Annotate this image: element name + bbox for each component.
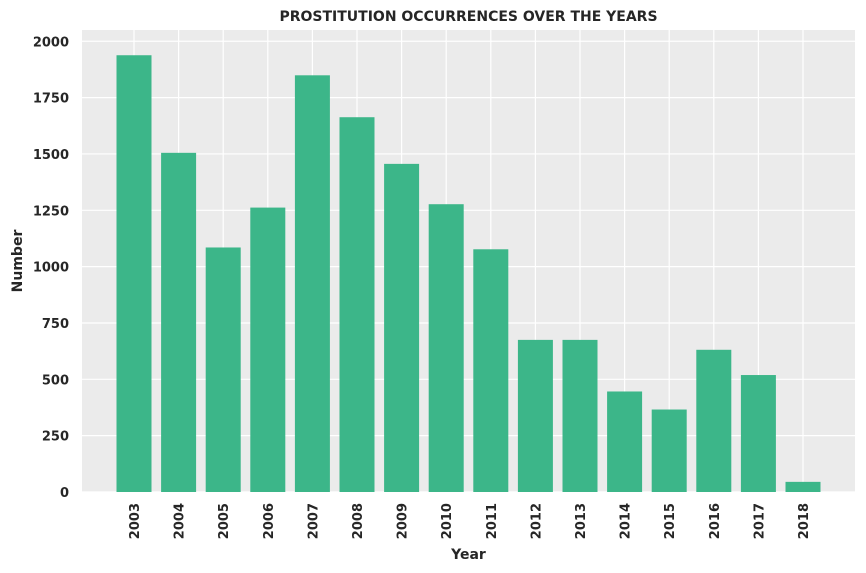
bar-2015 xyxy=(651,409,687,492)
y-tick-label: 250 xyxy=(42,430,69,445)
x-tick-label: 2017 xyxy=(752,503,767,539)
bar-2018 xyxy=(785,481,821,492)
x-tick-label: 2003 xyxy=(128,503,143,539)
y-tick-label: 1000 xyxy=(33,261,69,276)
bar-2011 xyxy=(473,249,509,492)
y-tick-label: 1750 xyxy=(33,92,69,107)
x-tick-label: 2009 xyxy=(396,503,411,539)
x-tick-labels: 2003 2004 2005 2006 2007 2008 2009 2010 2011 2012… xyxy=(128,503,812,539)
x-tick-label: 2014 xyxy=(619,503,634,539)
y-tick-label: 750 xyxy=(42,317,69,332)
x-tick-label: 2012 xyxy=(529,503,544,539)
bar-2005 xyxy=(205,247,241,492)
y-tick-label: 1500 xyxy=(33,148,69,163)
x-tick-label: 2004 xyxy=(173,503,188,539)
bar-2013 xyxy=(562,339,598,492)
x-tick-label: 2013 xyxy=(574,503,589,539)
bar-2009 xyxy=(384,163,420,492)
plot-area xyxy=(82,30,855,492)
bar-2006 xyxy=(250,207,286,492)
bar-2016 xyxy=(696,349,732,492)
x-tick-label: 2018 xyxy=(797,503,812,539)
x-tick-label: 2011 xyxy=(485,503,500,539)
y-tick-label: 500 xyxy=(42,373,69,388)
x-tick-label: 2008 xyxy=(351,503,366,539)
x-tick-label: 2015 xyxy=(663,503,678,539)
x-axis-label: Year xyxy=(450,547,486,563)
x-tick-label: 2010 xyxy=(440,503,455,539)
bar-2017 xyxy=(740,375,776,492)
x-tick-label: 2016 xyxy=(708,503,723,539)
bar-2008 xyxy=(339,117,375,492)
bar-2012 xyxy=(517,339,553,492)
bars xyxy=(116,55,821,493)
y-tick-label: 2000 xyxy=(33,35,69,50)
bar-2014 xyxy=(607,391,643,492)
y-tick-label: 1250 xyxy=(33,204,69,219)
bar-2007 xyxy=(294,75,330,493)
bar-2003 xyxy=(116,55,152,493)
bar-2004 xyxy=(161,152,197,492)
x-tick-label: 2007 xyxy=(306,503,321,539)
y-tick-labels: 0 250 500 750 1000 1250 1500 1750 2000 xyxy=(33,35,69,501)
y-axis-label: Number xyxy=(10,230,26,293)
x-tick-label: 2006 xyxy=(262,503,277,539)
y-tick-label: 0 xyxy=(60,486,69,501)
x-tick-label: 2005 xyxy=(217,503,232,539)
chart-title: PROSTITUTION OCCURRENCES OVER THE YEARS xyxy=(279,9,657,25)
bar-2010 xyxy=(428,204,464,492)
